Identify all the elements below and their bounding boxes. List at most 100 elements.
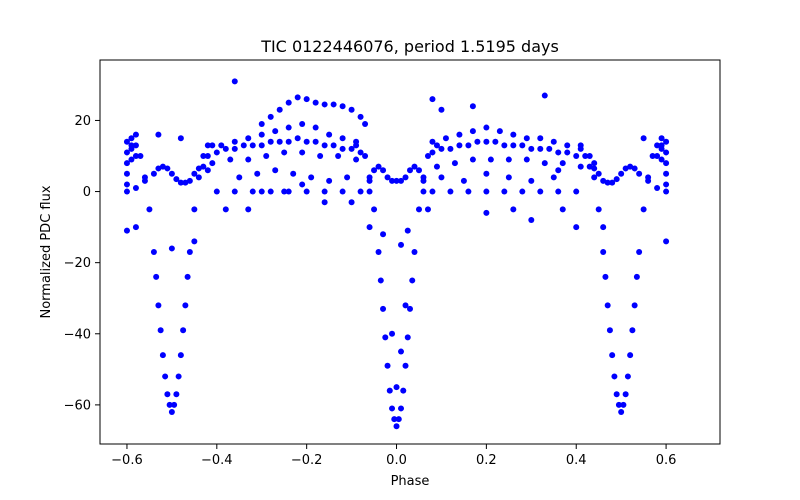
data-point	[611, 373, 618, 380]
data-point	[564, 149, 571, 156]
data-point	[155, 131, 162, 138]
x-tick-label: −0.6	[111, 453, 143, 468]
data-point	[528, 145, 535, 152]
data-point	[424, 206, 431, 213]
data-point	[294, 135, 301, 142]
y-tick-label: −40	[64, 327, 91, 342]
data-point	[258, 121, 265, 127]
data-point	[240, 142, 247, 149]
data-point	[429, 96, 436, 103]
data-point	[663, 138, 670, 145]
x-tick-label: 0.6	[656, 453, 677, 468]
data-point	[433, 142, 440, 149]
data-point	[303, 96, 310, 103]
data-point	[447, 145, 454, 152]
data-point	[573, 224, 580, 231]
data-point	[303, 188, 310, 195]
data-point	[622, 165, 629, 172]
data-point	[236, 174, 243, 181]
data-point	[483, 138, 490, 145]
data-point	[339, 188, 346, 195]
data-point	[654, 142, 661, 149]
data-point	[429, 188, 436, 195]
data-point	[460, 177, 467, 184]
data-point	[362, 153, 369, 159]
data-point	[541, 92, 548, 99]
data-point	[640, 135, 647, 142]
data-point	[348, 145, 355, 152]
data-point	[173, 391, 180, 398]
data-point	[550, 138, 557, 145]
data-point	[433, 163, 440, 170]
data-point	[537, 145, 544, 152]
data-point	[582, 153, 589, 159]
data-point	[132, 185, 139, 191]
data-point	[389, 330, 396, 337]
data-point	[600, 249, 607, 255]
data-point	[618, 409, 625, 415]
data-point	[573, 153, 580, 159]
data-point	[465, 142, 472, 149]
data-point	[362, 121, 369, 127]
data-point	[391, 416, 398, 423]
data-point	[330, 101, 337, 108]
data-point	[209, 160, 216, 167]
y-tick-label: 20	[74, 114, 91, 129]
data-point	[627, 352, 634, 359]
data-point	[312, 124, 319, 131]
x-axis-label: Phase	[391, 474, 430, 489]
x-tick-label: 0.4	[566, 453, 587, 468]
data-point	[375, 163, 382, 170]
data-point	[591, 160, 598, 167]
data-point	[402, 174, 409, 181]
data-point	[447, 188, 454, 195]
data-point	[153, 273, 160, 280]
data-point	[249, 142, 256, 149]
data-point	[469, 156, 476, 163]
data-point	[195, 174, 202, 181]
data-point	[267, 138, 274, 145]
data-point	[624, 373, 631, 380]
data-point	[353, 138, 360, 145]
data-point	[604, 179, 611, 186]
data-point	[321, 142, 328, 149]
data-point	[663, 170, 670, 177]
data-point	[636, 249, 643, 255]
data-point	[404, 227, 411, 234]
data-point	[180, 327, 187, 334]
data-point	[321, 101, 328, 108]
data-point	[159, 163, 166, 170]
data-point	[555, 188, 562, 195]
data-point	[487, 156, 494, 163]
data-point	[344, 174, 351, 181]
data-point	[609, 179, 616, 186]
data-point	[164, 165, 171, 172]
data-point	[281, 149, 288, 156]
data-point	[299, 181, 306, 188]
data-point	[398, 241, 405, 248]
data-point	[537, 188, 544, 195]
data-point	[123, 149, 130, 156]
data-point	[312, 99, 319, 106]
data-point	[483, 124, 490, 131]
data-point	[400, 387, 407, 394]
data-point	[591, 165, 598, 172]
data-point	[245, 135, 252, 142]
data-point	[339, 135, 346, 142]
data-point	[663, 149, 670, 156]
data-point	[615, 401, 622, 408]
x-axis-ticks: −0.6 −0.4 −0.2 0.0 0.2 0.4 0.6	[111, 444, 676, 468]
data-point	[483, 209, 490, 216]
data-point	[469, 103, 476, 110]
data-point	[204, 142, 211, 149]
data-point	[393, 177, 400, 184]
data-point	[606, 327, 613, 334]
data-point	[613, 176, 620, 183]
data-point	[456, 142, 463, 149]
data-point	[555, 149, 562, 156]
data-point	[559, 206, 566, 213]
data-point	[465, 188, 472, 195]
data-point	[649, 153, 656, 159]
y-axis-ticks: −60 −40 −20 0 20	[64, 114, 100, 413]
